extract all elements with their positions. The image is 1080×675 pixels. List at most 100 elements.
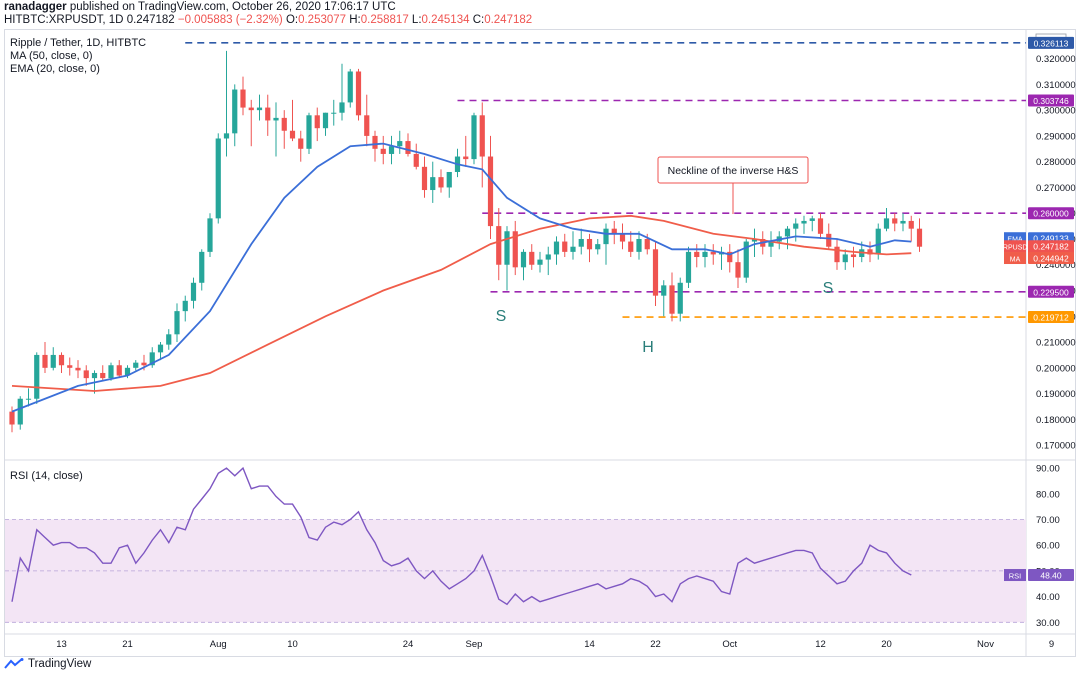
time-tick-label: 10 (287, 639, 298, 650)
candle-body (487, 156, 494, 227)
rsi-tick-label: 40.00 (1036, 592, 1060, 603)
time-tick-label: 24 (403, 639, 414, 650)
candle-body (83, 370, 89, 379)
level-badge-label: 0.260000 (1033, 209, 1069, 219)
candle-body (553, 241, 560, 255)
open-value: 0.253077 (298, 14, 347, 26)
candle-body (611, 228, 617, 234)
time-tick-label: Sep (466, 639, 483, 650)
close-label: C: (472, 14, 485, 26)
last-price: 0.247182 (126, 14, 175, 26)
price-badge-label: 0.244942 (1033, 254, 1069, 264)
candle-body (883, 218, 890, 229)
rsi-value-badge (1028, 569, 1074, 582)
candle-body (784, 228, 791, 237)
time-tick-label: 13 (56, 639, 67, 650)
candle-body (694, 251, 700, 258)
rsi-line (11, 466, 912, 606)
candle-body (817, 218, 824, 234)
candle-body (149, 352, 155, 366)
rsi-badge-name-box (1004, 569, 1026, 582)
price-tick-label: 0.240000 (1036, 260, 1076, 271)
badge-name: MA (1010, 257, 1021, 264)
candle-body (900, 220, 906, 224)
candle-body (892, 218, 898, 224)
candle-body (9, 411, 15, 425)
candle-body (727, 251, 733, 263)
candle-body (537, 259, 543, 265)
badge-name: XRPUSDT (998, 245, 1032, 252)
candle-body (867, 249, 873, 255)
chart-frame[interactable] (4, 29, 1076, 657)
price-badge-label: 0.249133 (1033, 234, 1069, 244)
legend-title: Ripple / Tether, 1D, HITBTC (10, 37, 147, 49)
candle-body (50, 354, 56, 368)
candle-body (182, 300, 188, 312)
shoulder-left-label: S (496, 308, 507, 325)
time-tick-label: Oct (722, 639, 737, 650)
level-badge-label: 0.303746 (1033, 96, 1069, 106)
price-tick-label: 0.210000 (1036, 338, 1076, 349)
level-badge (1028, 285, 1074, 298)
time-tick-label: 9 (1049, 639, 1054, 650)
candle-body (298, 138, 304, 149)
candle-body (67, 365, 73, 368)
badge-name: EMA (1007, 237, 1023, 244)
time-tick-label: Nov (977, 639, 994, 650)
rsi-tick-label: 70.00 (1036, 515, 1060, 526)
candle-body (364, 115, 370, 136)
candle-body (636, 238, 642, 252)
price-tick-label: 0.290000 (1036, 131, 1076, 142)
candle-body (322, 112, 329, 129)
candle-body (430, 177, 436, 191)
price-tick-label: 0.190000 (1036, 389, 1076, 400)
price-tick-label: 0.170000 (1036, 441, 1076, 452)
candle-body (314, 115, 320, 129)
price-badge (1028, 252, 1074, 265)
candle-body (42, 354, 48, 368)
candle-body (471, 115, 477, 160)
candle-body (273, 117, 279, 121)
legend-ma: MA (50, close, 0) (10, 50, 93, 62)
candle-body (34, 354, 40, 399)
tradingview-brand[interactable]: TradingView (4, 658, 91, 670)
head-label: H (642, 339, 654, 356)
candle-body (751, 238, 758, 242)
shoulder-right-label: S (823, 280, 834, 297)
time-tick-label: 20 (881, 639, 892, 650)
candle-body (380, 148, 386, 154)
badge-name-box (1004, 240, 1026, 253)
candle-body (355, 71, 362, 116)
candle-body (908, 220, 914, 229)
candle-body (545, 254, 551, 260)
candle-body (570, 246, 576, 252)
level-badge (1028, 94, 1074, 107)
candle-body (281, 117, 287, 131)
author-name: ranadagger (4, 1, 67, 13)
candle-body (232, 89, 238, 134)
candle-body (834, 246, 840, 263)
symbol-label: HITBTC:XRPUSDT, 1D (4, 14, 124, 26)
candle-body (842, 254, 848, 263)
open-label: O: (285, 14, 299, 26)
ohlc-line: HITBTC:XRPUSDT, 1D 0.247182 −0.005883 (−… (4, 14, 532, 26)
low-label: L: (411, 14, 422, 26)
candle-body (116, 365, 122, 376)
publish-line: ranadagger published on TradingView.com,… (4, 1, 396, 13)
candle-body (916, 228, 923, 247)
rsi-tick-label: 60.00 (1036, 541, 1060, 552)
rsi-tick-label: 80.00 (1036, 489, 1060, 500)
candle-body (801, 220, 807, 224)
candle-body (529, 251, 535, 265)
neckline-callout-text: Neckline of the inverse H&S (668, 165, 799, 177)
brand-label: TradingView (28, 658, 92, 670)
candle-body (652, 249, 659, 296)
candle-body (199, 251, 205, 283)
candle-body (347, 71, 353, 103)
candle-body (397, 141, 403, 147)
candle-body (875, 228, 881, 255)
candle-body (166, 334, 172, 345)
candle-body (174, 311, 180, 335)
level-badge (1028, 207, 1074, 220)
